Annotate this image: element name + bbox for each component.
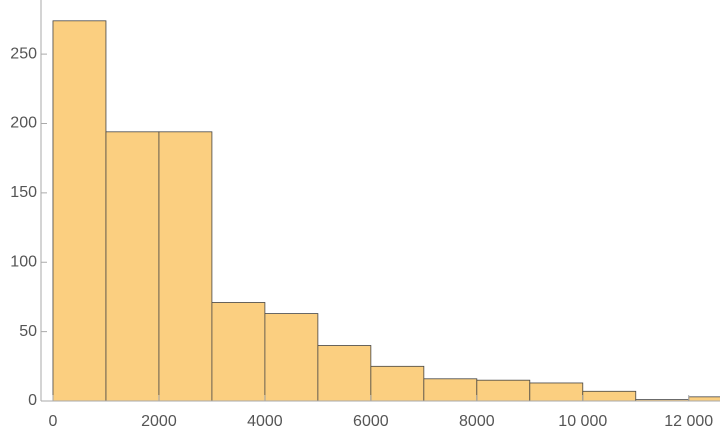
bar (688, 396, 720, 401)
bar (529, 382, 584, 401)
bar (582, 390, 637, 401)
bar (211, 302, 266, 401)
bar (52, 20, 107, 401)
x-tick-label: 10 000 (558, 413, 607, 430)
y-tick-label: 150 (10, 184, 37, 201)
x-tick-label: 8000 (459, 413, 495, 430)
y-tick-label: 0 (28, 392, 37, 409)
x-tick-label: 4000 (247, 413, 283, 430)
bar (317, 345, 372, 401)
bar (105, 131, 160, 401)
bar (423, 378, 478, 401)
bar (158, 131, 213, 401)
y-tick-label: 200 (10, 115, 37, 132)
x-tick-label: 12 000 (664, 413, 713, 430)
y-tick-label: 50 (19, 323, 37, 340)
x-tick-label: 0 (49, 413, 58, 430)
bars (52, 20, 720, 401)
x-tick-label: 6000 (353, 413, 389, 430)
bar (476, 379, 531, 401)
y-tick-label: 100 (10, 253, 37, 270)
y-tick-label: 250 (10, 45, 37, 62)
bar (264, 313, 319, 401)
x-tick-label: 2000 (141, 413, 177, 430)
bar (370, 365, 425, 401)
